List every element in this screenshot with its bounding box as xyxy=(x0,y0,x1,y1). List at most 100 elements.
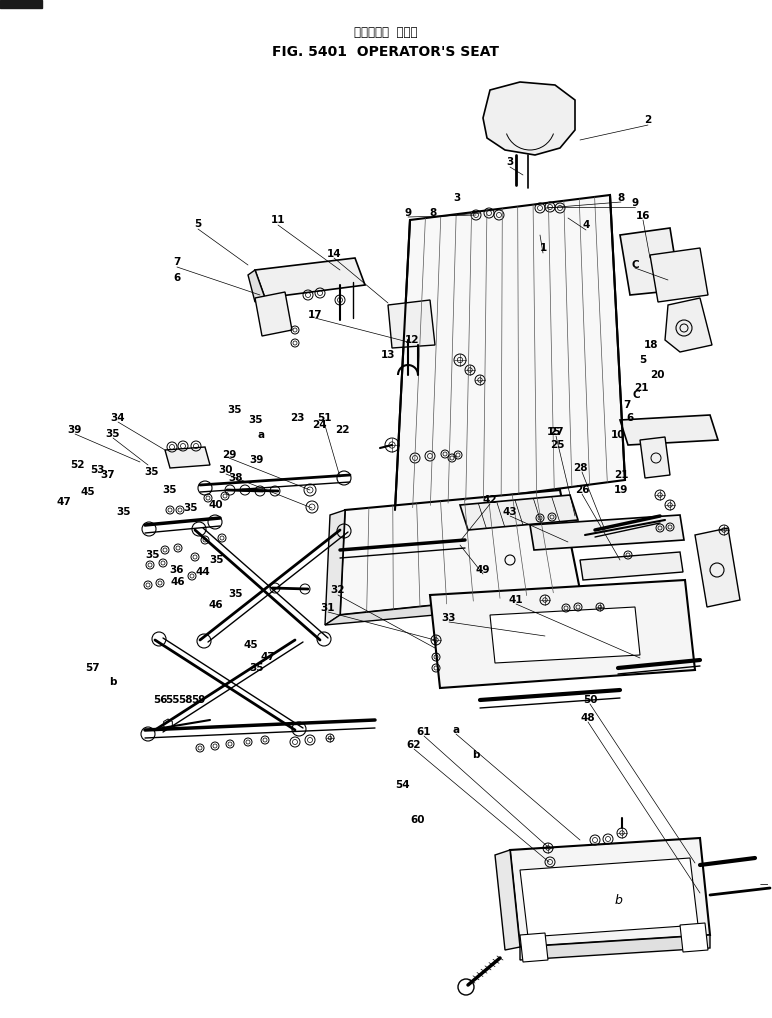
Text: 35: 35 xyxy=(250,663,264,673)
Text: 35: 35 xyxy=(106,429,120,439)
Text: 40: 40 xyxy=(208,500,223,510)
Text: 43: 43 xyxy=(503,507,517,517)
Text: 9: 9 xyxy=(405,208,411,218)
Text: a: a xyxy=(452,725,459,735)
Text: 4: 4 xyxy=(582,220,590,230)
Text: a: a xyxy=(257,430,265,440)
Text: 49: 49 xyxy=(476,565,490,575)
Polygon shape xyxy=(510,838,710,947)
Polygon shape xyxy=(395,195,625,510)
Text: 27: 27 xyxy=(549,427,564,437)
Polygon shape xyxy=(530,515,684,550)
Text: 59: 59 xyxy=(191,695,205,705)
Text: 2: 2 xyxy=(645,115,652,125)
Polygon shape xyxy=(255,292,292,336)
Text: 10: 10 xyxy=(611,430,625,440)
Polygon shape xyxy=(164,719,172,729)
Text: 19: 19 xyxy=(614,485,628,495)
Text: 23: 23 xyxy=(290,413,304,423)
Polygon shape xyxy=(483,82,575,155)
Polygon shape xyxy=(255,258,365,298)
Text: 16: 16 xyxy=(636,211,650,221)
Polygon shape xyxy=(620,415,718,445)
Text: 53: 53 xyxy=(90,465,104,475)
Text: 41: 41 xyxy=(509,595,523,605)
Text: 30: 30 xyxy=(218,465,233,475)
Text: 38: 38 xyxy=(229,473,243,483)
Text: 21: 21 xyxy=(634,383,648,393)
Text: 54: 54 xyxy=(396,780,410,790)
Polygon shape xyxy=(520,858,698,937)
Text: 61: 61 xyxy=(417,727,432,737)
Text: 51: 51 xyxy=(317,413,331,423)
Text: 62: 62 xyxy=(407,740,422,750)
Text: 35: 35 xyxy=(146,550,161,560)
Polygon shape xyxy=(430,580,695,688)
Polygon shape xyxy=(325,510,345,625)
Text: 22: 22 xyxy=(335,425,349,435)
Polygon shape xyxy=(490,607,640,663)
Polygon shape xyxy=(640,437,670,478)
Text: 35: 35 xyxy=(144,467,159,477)
Text: 5: 5 xyxy=(195,219,201,229)
Text: 25: 25 xyxy=(550,440,564,450)
Text: 33: 33 xyxy=(442,613,456,623)
Text: 47: 47 xyxy=(56,497,71,507)
Polygon shape xyxy=(165,447,210,468)
Polygon shape xyxy=(495,850,520,950)
Text: 46: 46 xyxy=(171,577,185,587)
Text: 55: 55 xyxy=(164,695,179,705)
Text: 42: 42 xyxy=(482,495,497,505)
Text: 7: 7 xyxy=(173,257,181,267)
Polygon shape xyxy=(665,298,712,352)
Text: 17: 17 xyxy=(308,310,323,320)
Polygon shape xyxy=(520,935,710,960)
Text: 32: 32 xyxy=(330,585,345,595)
Text: 44: 44 xyxy=(195,567,211,577)
Text: C: C xyxy=(632,390,640,400)
Text: 12: 12 xyxy=(405,335,419,345)
Text: 56: 56 xyxy=(153,695,168,705)
Text: C: C xyxy=(631,260,638,270)
Text: 35: 35 xyxy=(249,415,263,425)
Text: 48: 48 xyxy=(581,713,595,723)
Text: 50: 50 xyxy=(583,695,598,705)
Polygon shape xyxy=(650,248,708,302)
Text: 21: 21 xyxy=(614,470,628,480)
Text: 5: 5 xyxy=(639,355,647,365)
Text: 52: 52 xyxy=(69,460,84,470)
Text: 26: 26 xyxy=(574,485,589,495)
Text: 1: 1 xyxy=(540,243,547,253)
Polygon shape xyxy=(325,590,580,625)
Text: 11: 11 xyxy=(271,215,285,225)
Polygon shape xyxy=(695,528,740,607)
Polygon shape xyxy=(620,228,680,295)
Polygon shape xyxy=(680,923,708,952)
Text: 24: 24 xyxy=(312,420,327,430)
Text: 18: 18 xyxy=(644,340,659,350)
Text: 58: 58 xyxy=(178,695,192,705)
Text: 35: 35 xyxy=(228,405,242,415)
Text: 31: 31 xyxy=(320,603,335,613)
Text: 45: 45 xyxy=(81,487,95,497)
Polygon shape xyxy=(460,495,578,530)
Polygon shape xyxy=(580,552,683,580)
Text: 15: 15 xyxy=(547,427,561,437)
Bar xyxy=(0,0,42,8)
Text: b: b xyxy=(614,894,622,906)
Text: オペレータ  シート: オペレータ シート xyxy=(354,25,418,39)
Text: 47: 47 xyxy=(261,652,276,662)
Text: 35: 35 xyxy=(163,485,178,495)
Text: 35: 35 xyxy=(117,507,131,517)
Text: 37: 37 xyxy=(100,470,115,480)
Text: 35: 35 xyxy=(229,589,243,599)
Polygon shape xyxy=(340,490,580,615)
Text: 34: 34 xyxy=(110,413,125,423)
Text: 13: 13 xyxy=(381,350,395,360)
Polygon shape xyxy=(388,300,435,348)
Text: 8: 8 xyxy=(618,193,625,203)
Text: 39: 39 xyxy=(68,425,82,435)
Text: b: b xyxy=(110,677,117,687)
Text: b: b xyxy=(472,750,479,760)
Text: 14: 14 xyxy=(327,249,341,259)
